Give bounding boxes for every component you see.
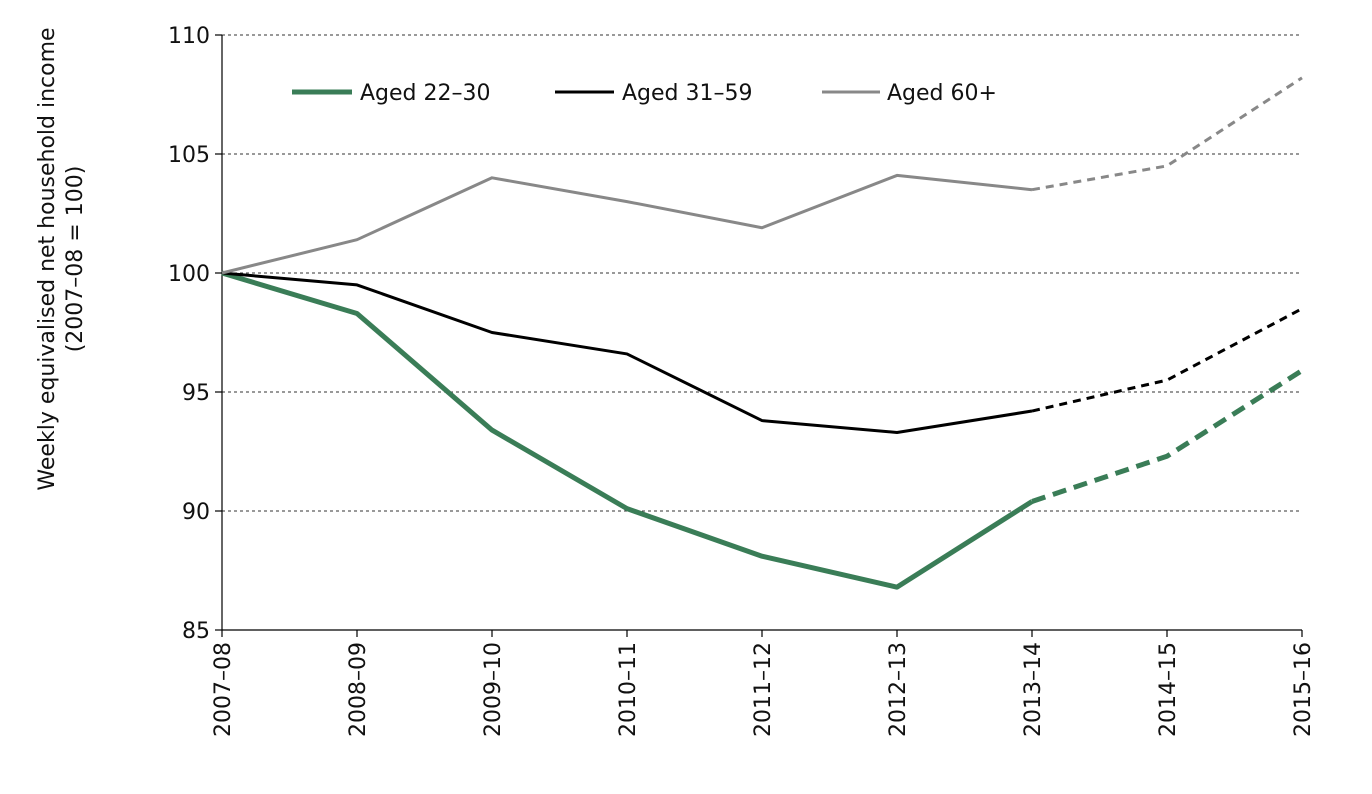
y-axis-title-line-1: Weekly equivalised net household income [35,27,60,490]
series-line-1 [221,270,1034,590]
series-line-2 [221,271,1033,434]
y-tick-label: 110 [168,24,210,49]
y-tick-label: 95 [182,381,210,406]
y-axis-title-line-2: (2007–08 = 100) [63,166,88,353]
x-tick-label: 2014–15 [1156,642,1181,737]
x-tick-label: 2015–16 [1291,642,1316,737]
series-projection-line-3 [1031,76,1303,192]
legend-label: Aged 60+ [887,81,997,106]
x-tick-label: 2010–11 [616,642,641,737]
legend-label: Aged 22–30 [360,81,491,106]
x-tick-label: 2007–08 [211,642,236,737]
series-projection-line-1 [1031,368,1304,504]
gridlines [222,34,1302,512]
legend: Aged 22–30 Aged 31–59 Aged 60+ [292,81,997,106]
x-tick-label: 2013–14 [1021,642,1046,737]
series-projection-line-2 [1031,307,1303,413]
y-tick-label: 105 [168,143,210,168]
x-tick-label: 2012–13 [886,642,911,737]
y-tick-label: 90 [182,500,210,525]
series-lines [221,76,1304,590]
y-tick-label: 85 [182,619,210,644]
x-tick-label: 2008–09 [346,642,371,737]
x-tick-label: 2011–12 [751,642,776,737]
series-line-3 [221,173,1033,275]
legend-label: Aged 31–59 [622,81,753,106]
axes: 85 90 95 100 105 110 2007–08 2008–09 2009–10 2010… [168,24,1316,737]
y-tick-label: 100 [168,262,210,287]
x-tick-label: 2009–10 [481,642,506,737]
